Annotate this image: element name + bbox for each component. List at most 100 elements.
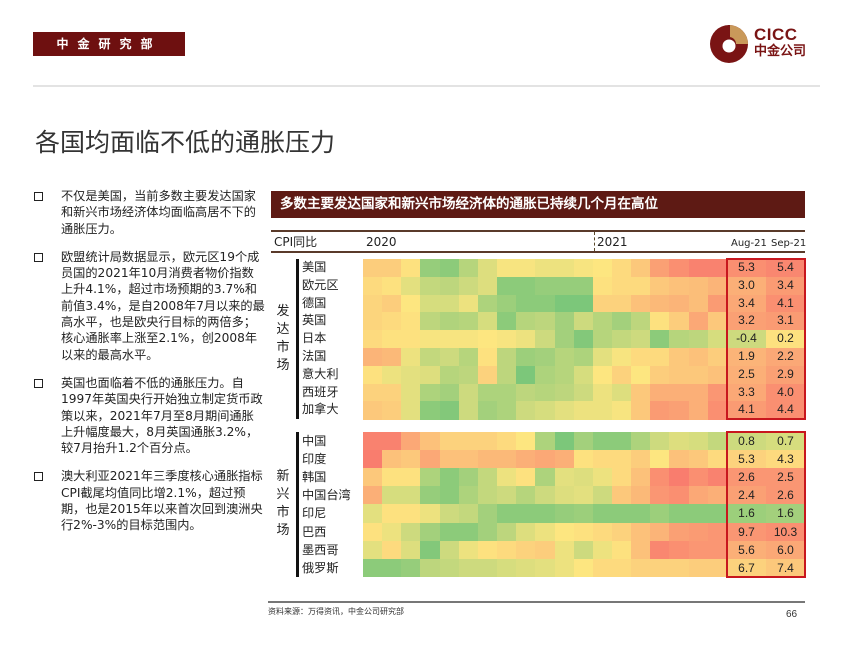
heat-cell <box>650 504 670 524</box>
heat-cell <box>707 504 728 524</box>
heat-cell <box>458 558 479 578</box>
row-label: 西班牙 <box>302 384 339 399</box>
heat-cell <box>477 294 498 313</box>
heat-cell <box>592 294 613 313</box>
heat-cell <box>420 365 441 385</box>
heat-cell <box>382 348 402 367</box>
heat-cell <box>669 558 690 578</box>
heat-cell <box>420 558 441 578</box>
bullet-text: 欧盟统计局数据显示，欧元区19个成员国的2021年10月消费者物价指数上升4.1… <box>61 249 265 362</box>
group-bracket <box>296 432 299 577</box>
heat-cell <box>516 468 536 487</box>
heat-cell <box>363 450 383 469</box>
heat-cell <box>631 558 651 578</box>
heat-cell <box>535 259 556 278</box>
heat-cell <box>535 330 556 349</box>
heat-cell <box>688 522 709 542</box>
heat-cell <box>669 486 690 505</box>
heat-cell <box>439 330 460 349</box>
group-bracket <box>296 259 299 420</box>
heat-cell <box>611 294 632 313</box>
heat-cell <box>439 540 460 560</box>
heat-cell <box>669 401 690 420</box>
heat-cell <box>554 312 575 331</box>
bullet-list: 不仅是美国，当前多数主要发达国家和新兴市场经济体均面临高居不下的通胀压力。 欧盟… <box>33 188 265 546</box>
heat-cell <box>477 401 498 420</box>
heat-cell <box>688 330 709 349</box>
chart-title: 多数主要发达国家和新兴市场经济体的通胀已持续几个月在高位 <box>271 191 805 218</box>
heat-cell <box>363 558 383 578</box>
heat-cell <box>650 365 670 385</box>
heat-cell <box>688 504 709 524</box>
heat-cell <box>420 401 441 420</box>
value-cell: 2.2 <box>766 348 805 367</box>
heat-cell <box>516 540 536 560</box>
heat-cell <box>707 558 728 578</box>
heat-cell <box>516 312 536 331</box>
value-cell: 4.4 <box>766 401 805 420</box>
heat-cell <box>669 276 690 296</box>
heat-cell <box>420 540 441 560</box>
table-header-rule <box>271 251 805 253</box>
heat-cell <box>420 276 441 296</box>
heat-cell <box>592 450 613 469</box>
page-title: 各国均面临不低的通胀压力 <box>35 128 336 157</box>
table-top-rule <box>271 230 805 232</box>
heat-cell <box>363 259 383 278</box>
cicc-logo-icon <box>710 25 748 63</box>
row-label: 韩国 <box>302 470 327 485</box>
heat-cell <box>688 432 709 451</box>
bullet-item: 不仅是美国，当前多数主要发达国家和新兴市场经济体均面临高居不下的通胀压力。 <box>33 188 265 237</box>
heat-cell <box>688 540 709 560</box>
heat-cell <box>707 312 728 331</box>
heat-cell <box>420 330 441 349</box>
header-divider <box>33 85 820 87</box>
value-cell: 6.0 <box>766 540 805 560</box>
heat-cell <box>669 540 690 560</box>
heat-cell <box>535 312 556 331</box>
heat-cell <box>631 276 651 296</box>
heat-cell <box>401 504 422 524</box>
group-label: 发达市场 <box>276 304 290 374</box>
heat-cell <box>554 540 575 560</box>
heat-cell <box>688 401 709 420</box>
row-label: 美国 <box>302 260 327 274</box>
value-cell: 3.4 <box>766 276 805 296</box>
heat-cell <box>573 294 594 313</box>
heat-cell <box>497 383 517 402</box>
heat-cell <box>382 522 402 542</box>
heat-cell <box>382 259 402 278</box>
heat-cell <box>477 450 498 469</box>
value-cell: 3.0 <box>727 276 766 296</box>
year-divider-header <box>594 232 595 251</box>
heat-cell <box>631 330 651 349</box>
heat-cell <box>535 540 556 560</box>
heat-cell <box>631 540 651 560</box>
square-bullet-icon <box>34 472 43 482</box>
row-label: 中国台湾 <box>302 488 351 503</box>
heat-cell <box>382 312 402 331</box>
heat-cell <box>592 312 613 331</box>
logo-text-cn: 中金公司 <box>754 44 807 59</box>
heat-cell <box>688 294 709 313</box>
heat-cell <box>554 259 575 278</box>
heat-cell <box>611 432 632 451</box>
heat-cell <box>420 450 441 469</box>
heat-cell <box>458 450 479 469</box>
heat-cell <box>650 522 670 542</box>
heat-cell <box>382 468 402 487</box>
heat-cell <box>516 330 536 349</box>
heat-cell <box>592 540 613 560</box>
latest-values-highlight <box>726 431 806 578</box>
value-cell: 0.7 <box>766 432 805 451</box>
heat-cell <box>497 401 517 420</box>
heat-cell <box>420 504 441 524</box>
heat-cell <box>401 276 422 296</box>
department-badge: 中金研究部 <box>33 32 185 56</box>
heat-cell <box>497 259 517 278</box>
heat-cell <box>611 401 632 420</box>
heat-cell <box>650 259 670 278</box>
heat-cell <box>631 365 651 385</box>
heat-cell <box>363 468 383 487</box>
heat-cell <box>650 486 670 505</box>
